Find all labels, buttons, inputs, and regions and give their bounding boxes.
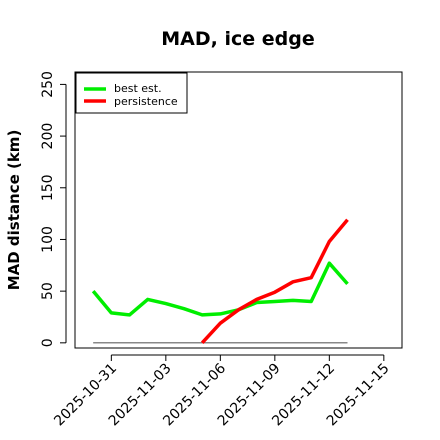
x-axis: 2025-10-312025-11-032025-11-062025-11-09…: [51, 354, 393, 429]
y-tick-label: 50: [40, 282, 56, 300]
y-tick-label: 0: [40, 338, 56, 347]
plot-frame: [74, 71, 403, 349]
y-axis: 0 50 100 150 200 250: [40, 71, 67, 347]
y-tick-label: 150: [40, 174, 56, 201]
legend-label-persistence: persistence: [114, 95, 178, 108]
y-tick-label: 100: [40, 226, 56, 253]
y-tick-label: 250: [40, 71, 56, 98]
series-layer: [91, 218, 349, 344]
chart-title: MAD, ice edge: [161, 28, 314, 50]
y-axis-label: MAD distance (km): [5, 130, 23, 291]
series-line-best-est: [91, 261, 349, 317]
y-tick-label: 200: [40, 123, 56, 150]
legend-label-best-est: best est.: [114, 82, 162, 95]
legend-box: [75, 72, 188, 114]
legend: best est. persistence: [75, 72, 188, 114]
series-line-persistence: [200, 218, 349, 344]
